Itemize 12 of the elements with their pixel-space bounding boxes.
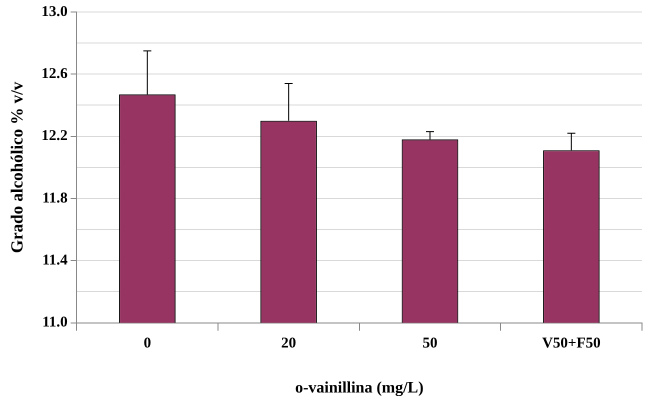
y-tick-label: 12.6 <box>41 66 68 82</box>
x-axis-title: o-vainillina (mg/L) <box>295 380 424 397</box>
x-tick-label: 0 <box>144 336 152 352</box>
x-tick-label: V50+F50 <box>542 336 601 352</box>
y-tick-label: 12.2 <box>41 128 68 144</box>
y-tick-label: 11.0 <box>42 314 68 331</box>
x-tick-label: 50 <box>422 336 438 352</box>
y-axis-title: Grado alcohólico % v/v <box>8 81 27 254</box>
x-tick-label: 20 <box>281 336 296 352</box>
y-tick-label: 13.0 <box>41 4 68 20</box>
y-tick-label: 11.4 <box>42 252 68 269</box>
y-tick-label: 11.8 <box>42 190 68 206</box>
